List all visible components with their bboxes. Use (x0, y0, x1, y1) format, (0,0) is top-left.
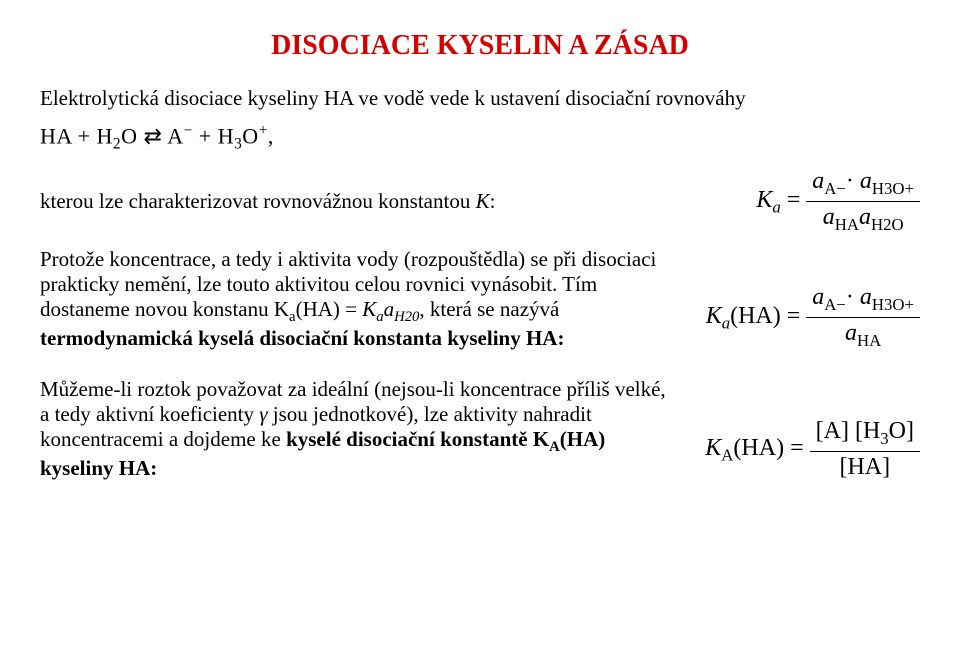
eq3-A: A (721, 446, 733, 465)
row1-text-main: kterou lze charakterizovat rovnovážnou k… (40, 189, 476, 213)
eq3-num2: [H (855, 418, 880, 444)
eq1-num-a2: a (860, 168, 872, 194)
eq2-num-s2c: O (892, 295, 904, 314)
eq1-eq: = (781, 187, 807, 213)
row1-colon: : (490, 189, 496, 213)
reaction-plus2: + (193, 124, 218, 149)
eq3-den: [HA] (810, 452, 920, 481)
para3-gamma: γ (259, 402, 267, 426)
reaction-O: O (121, 124, 137, 149)
para2d: a (384, 297, 395, 321)
reaction-plus1: + (72, 124, 97, 149)
eq2-num-sup2: + (905, 295, 914, 314)
eq1-num-sup2: + (905, 179, 914, 198)
eq2-num-a1: a (812, 284, 824, 310)
eq3-eq: = (784, 435, 810, 461)
reaction-sup2: + (259, 122, 268, 139)
row-thermo: Protože koncentrace, a tedy i aktivita v… (40, 247, 920, 351)
eq1-den-s2: H (871, 215, 883, 234)
eq2-num-s2: H (872, 295, 884, 314)
reaction-H: H (96, 124, 112, 149)
reaction-H2: H (218, 124, 234, 149)
para2c: K (362, 297, 376, 321)
reaction-A: A (167, 124, 183, 149)
para-1-text: Elektrolytická disociace kyseliny HA ve … (40, 86, 746, 110)
eq1-num-s2: H (872, 179, 884, 198)
eq3-frac: [A] [H3O] [HA] (810, 418, 920, 481)
eq1-den-s2c: O (891, 215, 903, 234)
eq2-frac: aA−· aH3O+ aHA (806, 284, 920, 351)
para2e: , která se nazývá (419, 297, 559, 321)
eq1-num-dot: · (846, 168, 860, 194)
title-text: DISOCIACE KYSELIN A ZÁSAD (271, 30, 689, 61)
reaction-sup1: − (184, 122, 193, 139)
para2c-sub: a (376, 309, 383, 325)
eq2-K: K (706, 303, 722, 329)
eq2-num: aA−· aH3O+ (806, 284, 920, 318)
eq2-a: a (722, 314, 730, 333)
eq1-num: aA−· aH3O+ (806, 168, 920, 202)
eq2-num-dot: · (846, 284, 860, 310)
eq2-den-a1: a (845, 320, 857, 346)
eq3-K: K (705, 435, 721, 461)
row1-K: K (476, 189, 490, 213)
eq3-num1: [A] (816, 418, 849, 444)
eq-Ka-full: Ka = aA−· aH3O+ aHAaH2O (756, 168, 920, 235)
eq1-den-s1: HA (835, 215, 859, 234)
eq2-eq: = (781, 303, 807, 329)
eq3-arg: (HA) (733, 435, 784, 461)
para3c-sub: A (549, 439, 560, 455)
eq3-den-text: [HA] (839, 454, 890, 480)
reaction-HA: HA (40, 124, 72, 149)
row1-text: kterou lze charakterizovat rovnovážnou k… (40, 189, 728, 214)
eq1-a: a (772, 198, 780, 217)
eq-KAHA: KA(HA) = [A] [H3O] [HA] (705, 418, 920, 481)
eq1-den: aHAaH2O (806, 202, 920, 235)
eq2-num-a2: a (860, 284, 872, 310)
eq2-arg: (HA) (730, 303, 781, 329)
eq1-den-a2: a (859, 204, 871, 230)
para2b: (HA) = (296, 297, 363, 321)
reaction-sub2: 2 (113, 136, 121, 153)
eq-KaHA: Ka(HA) = aA−· aH3O+ aHA (706, 284, 920, 351)
para2d-sub: H20 (394, 309, 419, 325)
reaction-comma: , (268, 124, 274, 149)
eq3-num: [A] [H3O] (810, 418, 920, 452)
row-characterize: kterou lze charakterizovat rovnovážnou k… (40, 168, 920, 235)
eq1-K: K (756, 187, 772, 213)
eq1-num-s1: A (824, 179, 836, 198)
eq2-num-sup1: − (836, 295, 845, 314)
eq1-frac: aA−· aH3O+ aHAaH2O (806, 168, 920, 235)
para3: Můžeme-li roztok považovat za ideální (n… (40, 377, 677, 481)
row-conc: Můžeme-li roztok považovat za ideální (n… (40, 377, 920, 481)
para-1: Elektrolytická disociace kyseliny HA ve … (40, 84, 920, 112)
eq3-num2b: 3 (880, 429, 888, 448)
para3c: kyselé disociační konstantě K (286, 427, 549, 451)
para2f: termodynamická kyselá disociační konstan… (40, 326, 564, 350)
eq3-num3: O] (889, 418, 914, 444)
reaction-equation: HA + H2O ⇄ A− + H3O+, (40, 122, 920, 154)
reaction-arrow: ⇄ (137, 124, 167, 149)
eq1-num-s2c: O (892, 179, 904, 198)
eq2-den-s1: HA (857, 331, 881, 350)
eq1-num-sup1: − (836, 179, 845, 198)
eq1-den-a1: a (823, 204, 835, 230)
page-title: DISOCIACE KYSELIN A ZÁSAD (40, 30, 920, 62)
eq2-den: aHA (806, 318, 920, 351)
para2: Protože koncentrace, a tedy i aktivita v… (40, 247, 678, 351)
eq1-num-a1: a (812, 168, 824, 194)
eq2-num-s1: A (824, 295, 836, 314)
reaction-O2: O (242, 124, 258, 149)
